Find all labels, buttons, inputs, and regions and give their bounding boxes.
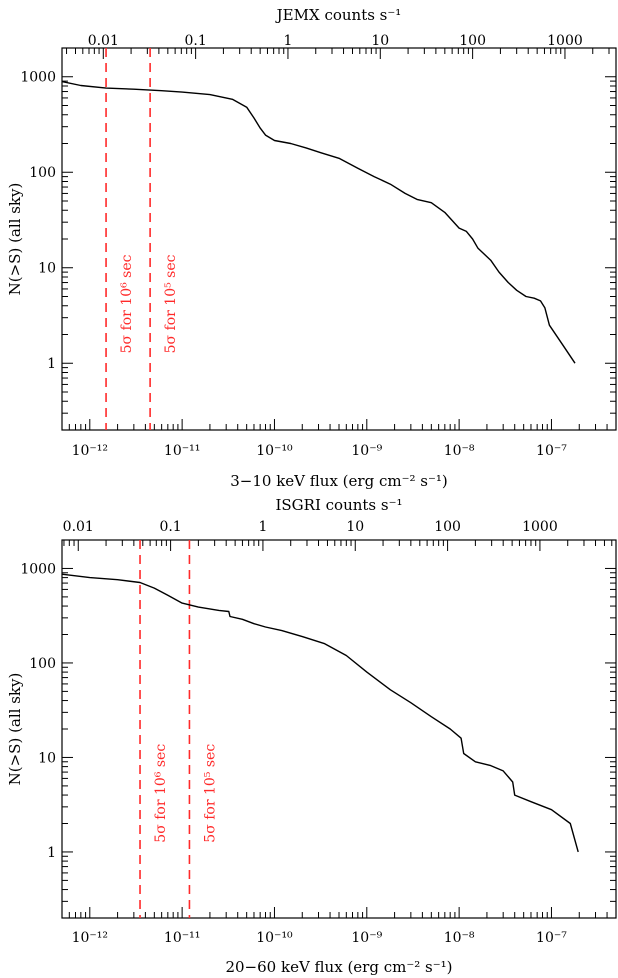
y-tick-label: 1000 — [20, 561, 56, 577]
x-tick-label: 10⁻¹² — [72, 443, 108, 459]
plot-frame — [61, 539, 617, 919]
plot-frame — [61, 47, 617, 431]
y-axis-label: N(>S) (all sky) — [6, 673, 24, 786]
x-axis-label: 20−60 keV flux (erg cm⁻² s⁻¹) — [225, 958, 452, 976]
x-tick-label: 10⁻⁷ — [536, 443, 567, 459]
top-tick-label: 0.1 — [159, 519, 181, 535]
y-tick-label: 1000 — [20, 70, 56, 86]
y-tick-label: 10 — [38, 750, 56, 766]
logN-logS-curve — [61, 80, 576, 364]
top-tick-label: 100 — [434, 519, 461, 535]
x-tick-label: 10⁻⁷ — [536, 930, 567, 946]
x-tick-label: 10⁻⁹ — [351, 930, 382, 946]
top-tick-label: 1 — [283, 33, 292, 49]
y-tick-label: 100 — [29, 165, 56, 181]
y-tick-label: 100 — [29, 656, 56, 672]
x-tick-label: 10⁻⁸ — [444, 930, 475, 946]
top-tick-label: 1000 — [547, 33, 583, 49]
y-tick-label: 1 — [47, 845, 56, 861]
chart-panel-1: 10⁻¹² 10⁻¹¹ 10⁻¹⁰ 10⁻⁹ 10⁻⁸ 10⁻⁷ 0.01 0.1 1 10 100… — [6, 6, 617, 490]
top-tick-label: 1000 — [522, 519, 558, 535]
chart-panel-2: 10⁻¹² 10⁻¹¹ 10⁻¹⁰ 10⁻⁹ 10⁻⁸ 10⁻⁷ 0.01 0.1 1 10 100… — [6, 496, 617, 976]
top-tick-label: 1 — [258, 519, 267, 535]
top-tick-label: 0.1 — [184, 33, 206, 49]
x-tick-label: 10⁻⁸ — [444, 443, 475, 459]
top-tick-label: 10 — [346, 519, 364, 535]
x-tick-label: 10⁻¹¹ — [164, 930, 200, 946]
x-tick-label: 10⁻¹¹ — [164, 443, 200, 459]
sensitivity-limit-label: 5σ for 10⁶ sec — [119, 254, 135, 353]
sensitivity-limit-label: 5σ for 10⁵ sec — [163, 254, 179, 353]
x-tick-label: 10⁻¹⁰ — [256, 443, 293, 459]
logN-logS-curve — [61, 573, 579, 853]
top-axis-label: ISGRI counts s⁻¹ — [275, 496, 402, 514]
sensitivity-limit-label: 5σ for 10⁶ sec — [153, 744, 169, 843]
top-tick-label: 0.01 — [88, 33, 119, 49]
x-tick-label: 10⁻¹² — [72, 930, 108, 946]
y-axis-label: N(>S) (all sky) — [6, 183, 24, 296]
top-tick-label: 10 — [371, 33, 389, 49]
top-tick-label: 0.01 — [63, 519, 94, 535]
y-tick-label: 1 — [47, 356, 56, 372]
y-tick-label: 10 — [38, 261, 56, 277]
x-axis-label: 3−10 keV flux (erg cm⁻² s⁻¹) — [230, 472, 448, 490]
sensitivity-limit-label: 5σ for 10⁵ sec — [202, 744, 218, 843]
top-tick-label: 100 — [459, 33, 486, 49]
top-axis-label: JEMX counts s⁻¹ — [275, 6, 402, 24]
x-tick-label: 10⁻¹⁰ — [256, 930, 293, 946]
x-tick-label: 10⁻⁹ — [351, 443, 382, 459]
